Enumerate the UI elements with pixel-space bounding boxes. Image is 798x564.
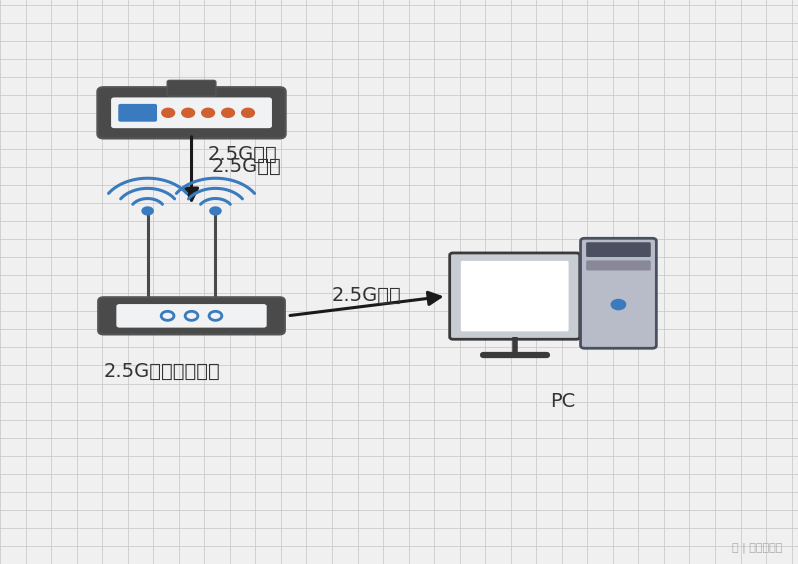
Text: 值 | 什么值得买: 值 | 什么值得买	[732, 542, 782, 553]
FancyBboxPatch shape	[98, 297, 285, 334]
Circle shape	[182, 108, 195, 117]
FancyBboxPatch shape	[167, 81, 215, 96]
Text: 2.5G双网口路由器: 2.5G双网口路由器	[104, 362, 220, 381]
FancyBboxPatch shape	[111, 98, 272, 128]
FancyBboxPatch shape	[97, 87, 286, 139]
Circle shape	[242, 108, 255, 117]
FancyBboxPatch shape	[118, 104, 157, 122]
Circle shape	[222, 108, 235, 117]
FancyBboxPatch shape	[586, 243, 650, 257]
Text: 2.5G有线: 2.5G有线	[332, 285, 401, 305]
Circle shape	[162, 108, 175, 117]
Circle shape	[611, 299, 626, 310]
Circle shape	[142, 207, 153, 215]
FancyBboxPatch shape	[117, 304, 267, 328]
Circle shape	[202, 108, 215, 117]
FancyBboxPatch shape	[449, 253, 579, 340]
Text: PC: PC	[550, 392, 575, 411]
FancyBboxPatch shape	[580, 239, 656, 349]
Circle shape	[210, 207, 221, 215]
FancyBboxPatch shape	[460, 261, 568, 332]
Text: 2.5G有线: 2.5G有线	[211, 157, 281, 177]
Text: 2.5G光猫: 2.5G光猫	[207, 145, 277, 164]
FancyBboxPatch shape	[586, 261, 650, 271]
